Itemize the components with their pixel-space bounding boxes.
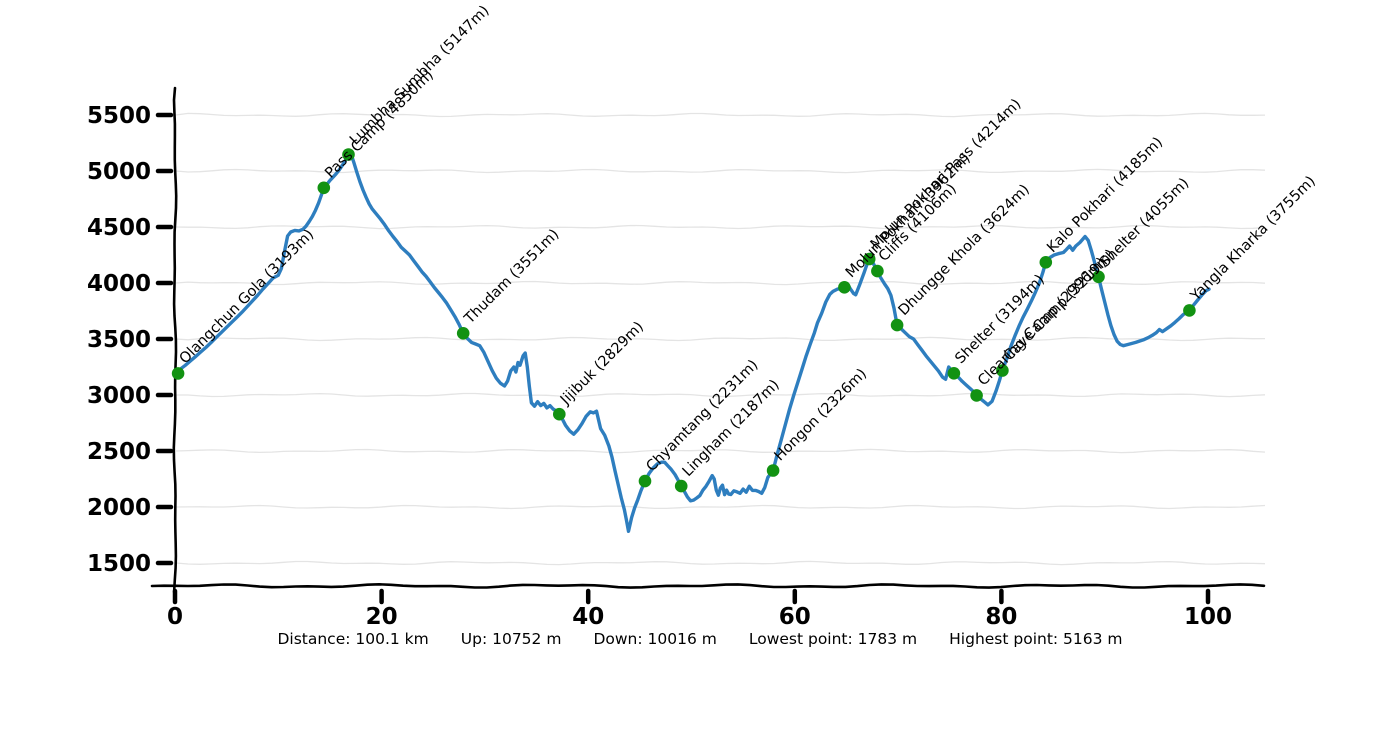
stat-down: Down: 10016 m	[593, 630, 717, 648]
x-tick-label: 0	[167, 604, 183, 630]
gridline	[175, 448, 1266, 454]
y-tick-label: 2500	[87, 439, 151, 465]
waypoint-marker	[890, 318, 904, 332]
y-tick-label: 5500	[87, 103, 151, 129]
waypoint-marker	[674, 479, 688, 493]
x-tick-label: 80	[985, 604, 1017, 630]
waypoint-marker	[456, 327, 470, 340]
y-tick-label: 5000	[87, 159, 151, 185]
waypoint-marker	[638, 474, 652, 488]
x-tick-label: 20	[366, 604, 398, 630]
axes-group	[150, 86, 1266, 594]
elevation-line-group	[173, 151, 1211, 533]
waypoint-label: Olangchun Gola (3193m)	[177, 227, 318, 368]
waypoint-marker	[862, 252, 876, 266]
gridline	[175, 224, 1266, 230]
waypoint-label: Yangla Kharka (3755m)	[1187, 173, 1319, 305]
gridline	[175, 560, 1266, 566]
waypoint-label: Thudam (3551m)	[461, 226, 562, 327]
waypoint-markers-group	[171, 148, 1196, 493]
stat-up: Up: 10752 m	[460, 630, 562, 648]
gridline	[175, 504, 1266, 510]
waypoint-marker	[1092, 270, 1105, 284]
elevation-line	[173, 151, 1211, 533]
waypoint-label: Molun Pokhari Pass (4214m)	[868, 96, 1025, 253]
gridline	[175, 280, 1266, 286]
x-tick-label: 60	[779, 604, 811, 630]
y-tick-label: 2000	[87, 495, 151, 521]
ticks-group	[155, 112, 1211, 605]
tick-labels-group: 1500 2000 2500 3000 3500 4000 4500 5000 5500 0 20 4…	[87, 103, 1232, 630]
gridlines-group	[175, 112, 1266, 566]
x-tick-label: 100	[1184, 604, 1232, 630]
waypoint-marker	[1183, 304, 1196, 317]
waypoint-marker	[171, 367, 185, 380]
waypoint-label: Jijibuk (2829m)	[557, 319, 647, 409]
x-axis-spine	[150, 582, 1266, 589]
y-tick-label: 3500	[87, 327, 151, 353]
waypoint-marker	[996, 364, 1009, 377]
stat-distance: Distance: 100.1 km	[277, 630, 429, 648]
y-tick-label: 4000	[87, 271, 151, 297]
y-tick-label: 1500	[87, 551, 151, 577]
waypoint-marker	[766, 464, 780, 477]
y-tick-label: 4500	[87, 215, 151, 241]
gridline	[175, 112, 1266, 118]
y-axis-spine	[172, 86, 178, 594]
waypoint-label: Lumbha Sumbha (5147m)	[347, 3, 493, 149]
waypoint-marker	[970, 389, 983, 402]
waypoint-marker	[553, 407, 566, 421]
waypoint-labels-group: Olangchun Gola (3193m)Pass Camp (4850m)L…	[177, 3, 1319, 480]
stats-bar: Distance: 100.1 km Up: 10752 m Down: 100…	[0, 630, 1400, 648]
waypoint-marker	[947, 367, 961, 380]
y-tick-label: 3000	[87, 383, 151, 409]
stat-highest-point: Highest point: 5163 m	[949, 630, 1123, 648]
waypoint-marker	[342, 148, 355, 161]
stat-lowest-point: Lowest point: 1783 m	[748, 630, 918, 648]
x-tick-label: 40	[572, 604, 604, 630]
waypoint-marker	[871, 264, 884, 278]
gridline	[175, 336, 1266, 342]
waypoint-label: Kalo Pokhari (4185m)	[1044, 134, 1166, 256]
waypoint-marker	[317, 181, 331, 195]
waypoint-marker	[1039, 255, 1053, 269]
gridline	[176, 392, 1266, 398]
waypoint-marker	[838, 281, 851, 294]
